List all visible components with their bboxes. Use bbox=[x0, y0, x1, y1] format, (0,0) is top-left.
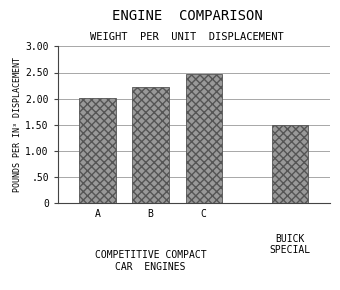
Text: ENGINE  COMPARISON: ENGINE COMPARISON bbox=[112, 9, 262, 23]
Bar bbox=[186, 74, 222, 203]
Y-axis label: POUNDS PER IN³ DISPLACEMENT: POUNDS PER IN³ DISPLACEMENT bbox=[14, 57, 22, 192]
Text: BUICK
SPECIAL: BUICK SPECIAL bbox=[269, 233, 310, 255]
Text: WEIGHT  PER  UNIT  DISPLACEMENT: WEIGHT PER UNIT DISPLACEMENT bbox=[90, 32, 284, 42]
Text: COMPETITIVE COMPACT
CAR  ENGINES: COMPETITIVE COMPACT CAR ENGINES bbox=[95, 250, 206, 272]
Bar bbox=[272, 125, 308, 203]
Bar bbox=[79, 97, 116, 203]
Bar bbox=[133, 87, 169, 203]
